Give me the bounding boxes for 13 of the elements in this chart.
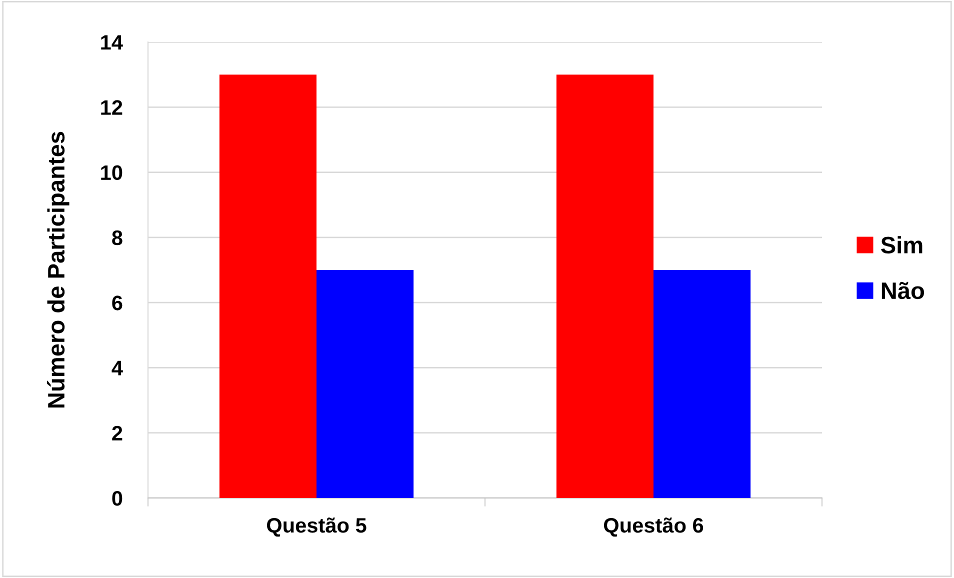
legend-label: Não	[882, 282, 924, 300]
y-axis-title: Número de Participantes	[47, 132, 70, 408]
y-tick-label: 10	[101, 165, 122, 180]
x-tick-label: Questão 5	[266, 518, 366, 537]
y-tick-label: 4	[112, 360, 123, 376]
legend-label: Sim	[881, 236, 922, 254]
y-tick-label: 6	[112, 296, 122, 310]
y-tick-label: 0	[112, 491, 122, 506]
y-tick-label: 2	[112, 426, 122, 440]
y-tick-label: 8	[112, 230, 122, 246]
x-tick-label: Questão 6	[604, 518, 704, 537]
y-tick-label: 12	[101, 100, 122, 115]
y-tick-label: 14	[101, 35, 123, 50]
